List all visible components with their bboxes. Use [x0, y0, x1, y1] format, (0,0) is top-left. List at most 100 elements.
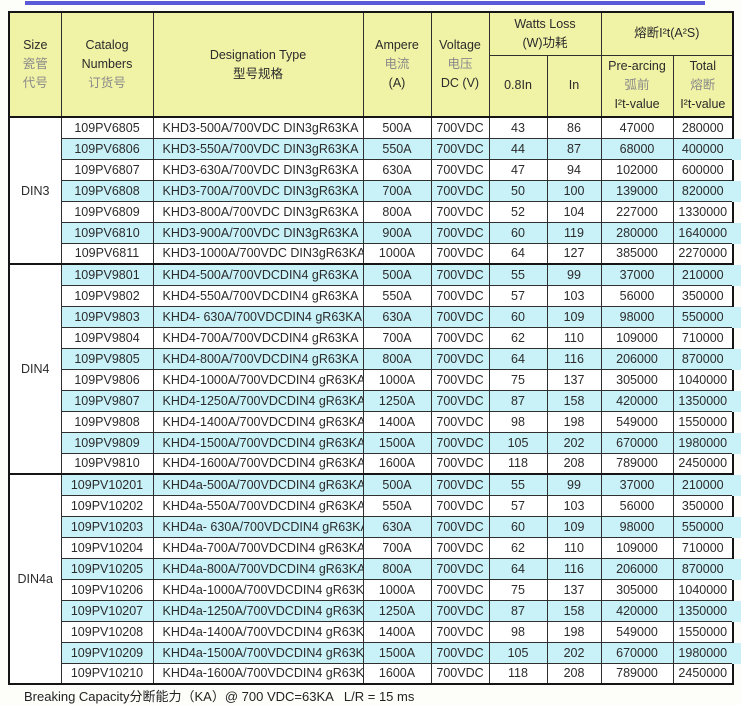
- voltage-cell: 700VDC: [430, 389, 490, 412]
- designation-cell: KHD3-1000A/700VDC DIN3gR63KA: [152, 242, 364, 265]
- row-stripe: [732, 370, 741, 391]
- voltage-cell: 700VDC: [430, 179, 490, 202]
- voltage-cell: 700VDC: [430, 641, 490, 664]
- prearcing-i2t-cell: 56000: [600, 284, 674, 307]
- ampere-cell: 500A: [362, 263, 432, 286]
- voltage-cell: 700VDC: [430, 431, 490, 454]
- header-ampere-en: Ampere: [375, 38, 419, 52]
- watts-loss-08in-cell: 64: [488, 557, 548, 580]
- footer-note: Breaking Capacity分断能力（KA）@ 700 VDC=63KA …: [24, 689, 415, 704]
- designation-cell: KHD4-1250A/700VDCDIN4 gR63KA: [152, 389, 364, 412]
- ampere-cell: 1000A: [362, 242, 432, 265]
- watts-loss-in-cell: 158: [546, 599, 602, 622]
- ampere-cell: 1000A: [362, 368, 432, 391]
- catalog-number-cell: 109PV9801: [60, 263, 154, 286]
- ampere-cell: 1400A: [362, 620, 432, 643]
- catalog-number-cell: 109PV10204: [60, 536, 154, 559]
- designation-cell: KHD4a-1400A/700VDCDIN4 gR63KA: [152, 620, 364, 643]
- designation-cell: KHD4-550A/700VDCDIN4 gR63KA: [152, 284, 364, 307]
- voltage-cell: 700VDC: [430, 515, 490, 538]
- table-row: 109PV9802 KHD4-550A/700VDCDIN4 gR63KA 550A…: [9, 284, 734, 307]
- header-designation-cn: 型号规格: [232, 66, 283, 81]
- table-row: 109PV10203 KHD4a- 630A/700VDCDIN4 gR63KA 6…: [9, 515, 734, 538]
- header-watts-loss-cn: (W)功耗: [522, 35, 568, 50]
- prearcing-i2t-cell: 98000: [600, 305, 674, 328]
- top-divider-line: [25, 1, 705, 5]
- table-row: 109PV9807 KHD4-1250A/700VDCDIN4 gR63KA 125…: [9, 389, 734, 412]
- ampere-cell: 800A: [362, 557, 432, 580]
- header-size: Size 瓷管 代号: [8, 11, 62, 118]
- prearcing-i2t-cell: 420000: [600, 389, 674, 412]
- prearcing-i2t-cell: 305000: [600, 578, 674, 601]
- watts-loss-in-cell: 109: [546, 515, 602, 538]
- prearcing-i2t-cell: 227000: [600, 200, 674, 223]
- header-voltage: Voltage 电压 DC (V): [430, 11, 490, 118]
- table-row: DIN4a 109PV10201 KHD4a-500A/700VDCDIN4 gR6…: [8, 473, 734, 685]
- voltage-cell: 700VDC: [430, 326, 490, 349]
- table-row: 109PV10206 KHD4a-1000A/700VDCDIN4 gR63KA 1…: [9, 578, 734, 601]
- catalog-number-cell: 109PV9807: [60, 389, 154, 412]
- watts-loss-08in-cell: 57: [488, 284, 548, 307]
- ampere-cell: 1600A: [362, 662, 432, 685]
- header-watts-loss: Watts Loss (W)功耗: [488, 11, 602, 56]
- table-row: 109PV10210 KHD4a-1600A/700VDCDIN4 gR63KA 1…: [9, 662, 734, 685]
- header-catalog-numbers: Catalog Numbers 订货号: [60, 11, 154, 118]
- designation-cell: KHD4a-800A/700VDCDIN4 gR63KA: [152, 557, 364, 580]
- table-row: 109PV10205 KHD4a-800A/700VDCDIN4 gR63KA 80…: [9, 557, 734, 580]
- header-watts-loss-en: Watts Loss: [514, 16, 576, 31]
- total-i2t-cell: 350000: [672, 494, 734, 517]
- voltage-cell: 700VDC: [430, 116, 490, 139]
- total-i2t-cell: 710000: [672, 326, 734, 349]
- watts-loss-in-cell: 94: [546, 158, 602, 181]
- row-stripe: [732, 244, 741, 265]
- total-i2t-cell: 1980000: [672, 641, 734, 664]
- designation-cell: KHD4-1000A/700VDCDIN4 gR63KA: [152, 368, 364, 391]
- header-prearcing-cn: 弧前: [624, 78, 650, 93]
- designation-cell: KHD4a-1500A/700VDCDIN4 gR63KA: [152, 641, 364, 664]
- watts-loss-08in-cell: 50: [488, 179, 548, 202]
- total-i2t-cell: 280000: [672, 116, 734, 139]
- watts-loss-in-cell: 99: [546, 263, 602, 286]
- header-catalog-cn: 订货号: [88, 76, 126, 90]
- prearcing-i2t-cell: 420000: [600, 599, 674, 622]
- prearcing-i2t-cell: 139000: [600, 179, 674, 202]
- voltage-cell: 700VDC: [430, 263, 490, 286]
- watts-loss-08in-cell: 118: [488, 452, 548, 475]
- watts-loss-in-cell: 99: [546, 473, 602, 496]
- watts-loss-in-cell: 110: [546, 326, 602, 349]
- row-stripe: [732, 622, 741, 643]
- row-stripe: [732, 601, 741, 622]
- voltage-cell: 700VDC: [430, 242, 490, 265]
- catalog-number-cell: 109PV9809: [60, 431, 154, 454]
- header-ampere-cn: 电流: [384, 57, 410, 71]
- prearcing-i2t-cell: 670000: [600, 431, 674, 454]
- table-row: 109PV9805 KHD4-800A/700VDCDIN4 gR63KA 800A…: [9, 347, 734, 370]
- watts-loss-in-cell: 100: [546, 179, 602, 202]
- catalog-number-cell: 109PV9806: [60, 368, 154, 391]
- designation-cell: KHD4a-500A/700VDCDIN4 gR63KA: [152, 473, 364, 496]
- watts-loss-08in-cell: 55: [488, 473, 548, 496]
- watts-loss-08in-cell: 62: [488, 326, 548, 349]
- header-i2t: 熔断I²t(A²S): [600, 11, 734, 56]
- total-i2t-cell: 2450000: [672, 452, 734, 475]
- designation-cell: KHD4-700A/700VDCDIN4 gR63KA: [152, 326, 364, 349]
- table-row: 109PV10208 KHD4a-1400A/700VDCDIN4 gR63KA 1…: [9, 620, 734, 643]
- watts-loss-08in-cell: 43: [488, 116, 548, 139]
- catalog-number-cell: 109PV10208: [60, 620, 154, 643]
- watts-loss-in-cell: 137: [546, 368, 602, 391]
- watts-loss-in-cell: 119: [546, 221, 602, 244]
- catalog-number-cell: 109PV9810: [60, 452, 154, 475]
- row-stripe: [732, 181, 741, 202]
- ampere-cell: 700A: [362, 179, 432, 202]
- total-i2t-cell: 1640000: [672, 221, 734, 244]
- ampere-cell: 900A: [362, 221, 432, 244]
- ampere-cell: 630A: [362, 305, 432, 328]
- row-stripe: [732, 118, 741, 139]
- table-row: 109PV6806 KHD3-550A/700VDC DIN3gR63KA 550A…: [9, 137, 734, 160]
- watts-loss-08in-cell: 105: [488, 431, 548, 454]
- voltage-cell: 700VDC: [430, 368, 490, 391]
- table-row: 109PV9804 KHD4-700A/700VDCDIN4 gR63KA 700A…: [9, 326, 734, 349]
- total-i2t-cell: 210000: [672, 263, 734, 286]
- watts-loss-in-cell: 110: [546, 536, 602, 559]
- watts-loss-08in-cell: 57: [488, 494, 548, 517]
